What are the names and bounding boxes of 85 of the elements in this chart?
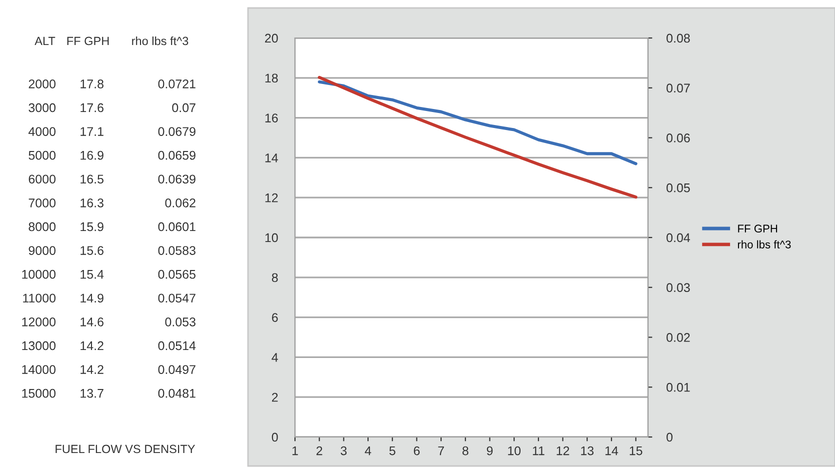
- text: 0.0547: [158, 294, 196, 303]
- y2-tick-label: 0: [666, 432, 673, 442]
- text: 14.2: [80, 341, 104, 350]
- x-tick-label: 14: [605, 446, 618, 456]
- text: 0.053: [165, 318, 196, 326]
- x-tick-label: 15: [630, 446, 642, 456]
- text: 0.0639: [158, 174, 196, 184]
- text: 9000: [28, 246, 56, 255]
- x-tick-label: 3: [340, 446, 347, 456]
- text: 0.0583: [158, 246, 196, 255]
- text: 3000: [28, 103, 56, 112]
- y-tick-label: 10: [265, 233, 278, 242]
- y-tick-label: 6: [272, 313, 278, 322]
- text: 4000: [28, 127, 56, 136]
- text: 8000: [28, 222, 56, 232]
- y-tick-label: 20: [265, 34, 278, 43]
- text: 12000: [22, 318, 56, 326]
- text: FF GPH: [67, 36, 109, 46]
- y-tick-label: 4: [272, 353, 278, 362]
- text: 6000: [28, 174, 56, 184]
- text: rho lbs ft^3: [132, 36, 188, 46]
- y-tick-label: 8: [272, 273, 278, 282]
- x-tick-label: 9: [486, 446, 493, 456]
- y2-tick-label: 0.06: [666, 134, 690, 142]
- text: 0.0679: [158, 127, 196, 136]
- text: 14000: [22, 365, 56, 374]
- text: 0.062: [165, 198, 196, 208]
- text: 0.0514: [158, 341, 196, 350]
- x-tick-label: 7: [438, 446, 444, 456]
- text: 2000: [28, 80, 56, 88]
- text: 10000: [22, 270, 56, 279]
- x-tick-label: 10: [508, 446, 521, 456]
- y-tick-label: 2: [272, 392, 278, 402]
- text: 15.4: [80, 270, 104, 279]
- text: 15.6: [80, 246, 104, 255]
- x-tick-label: 2: [316, 446, 322, 456]
- text: 17.8: [80, 80, 104, 88]
- x-tick-label: 13: [581, 446, 594, 456]
- text: 16.9: [80, 150, 104, 160]
- legend-label: FF GPH: [738, 224, 778, 233]
- y2-tick-label: 0.05: [666, 183, 690, 192]
- text: 15000: [22, 388, 56, 398]
- line-series: [318, 80, 638, 166]
- text: 17.6: [80, 103, 104, 112]
- line-series: [318, 76, 638, 199]
- text: 0.0659: [158, 150, 196, 160]
- text: 0.0565: [158, 270, 196, 279]
- text: 14.6: [80, 318, 104, 326]
- x-tick-label: 8: [462, 446, 468, 456]
- y-tick-label: 18: [265, 74, 278, 83]
- text: ALT: [34, 36, 56, 46]
- y2-tick-label: 0.04: [666, 233, 690, 242]
- text: 0.0497: [158, 365, 196, 374]
- text: 0.07: [172, 103, 196, 112]
- text: 11000: [23, 294, 56, 303]
- text: 14.2: [80, 365, 104, 374]
- text: FUEL FLOW VS DENSITY: [56, 444, 196, 454]
- text: 16.5: [80, 174, 104, 184]
- text: 0.0721: [158, 80, 196, 88]
- x-tick-label: 6: [414, 446, 420, 456]
- text: 5000: [28, 150, 56, 160]
- legend-label: rho lbs ft^3: [738, 240, 791, 248]
- text: 17.1: [80, 127, 104, 136]
- y-tick-label: 12: [265, 193, 278, 202]
- text: 16.3: [80, 198, 104, 208]
- x-tick-label: 1: [292, 446, 298, 456]
- x-tick-label: 12: [556, 446, 570, 456]
- y2-tick-label: 0.07: [666, 84, 690, 93]
- y2-tick-label: 0.08: [666, 34, 690, 43]
- y2-tick-label: 0.01: [666, 382, 690, 392]
- y2-tick-label: 0.02: [666, 333, 690, 342]
- x-tick-label: 5: [389, 446, 396, 456]
- text: 0.0481: [158, 388, 196, 398]
- y2-tick-label: 0.03: [666, 283, 690, 292]
- y-tick-label: 0: [272, 432, 278, 442]
- text: 7000: [28, 198, 56, 208]
- y-tick-label: 14: [265, 154, 278, 162]
- x-tick-label: 4: [364, 446, 372, 456]
- text: 13000: [22, 341, 56, 350]
- x-tick-label: 11: [532, 446, 544, 456]
- text: 13.7: [80, 388, 104, 398]
- text: 15.9: [80, 222, 104, 232]
- text: 14.9: [80, 294, 104, 303]
- text: 0.0601: [158, 222, 196, 232]
- y-tick-label: 16: [265, 114, 278, 122]
